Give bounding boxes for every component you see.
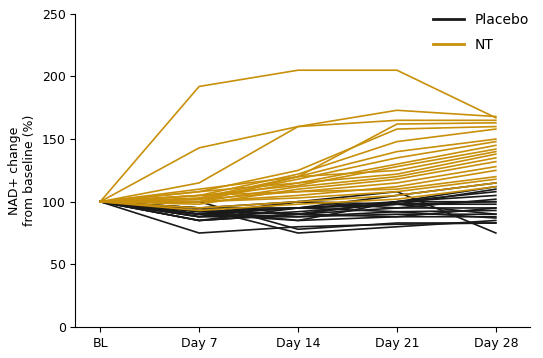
Y-axis label: NAD+ change
from baseline (%): NAD+ change from baseline (%): [8, 115, 36, 226]
Legend: Placebo, NT: Placebo, NT: [428, 8, 535, 58]
